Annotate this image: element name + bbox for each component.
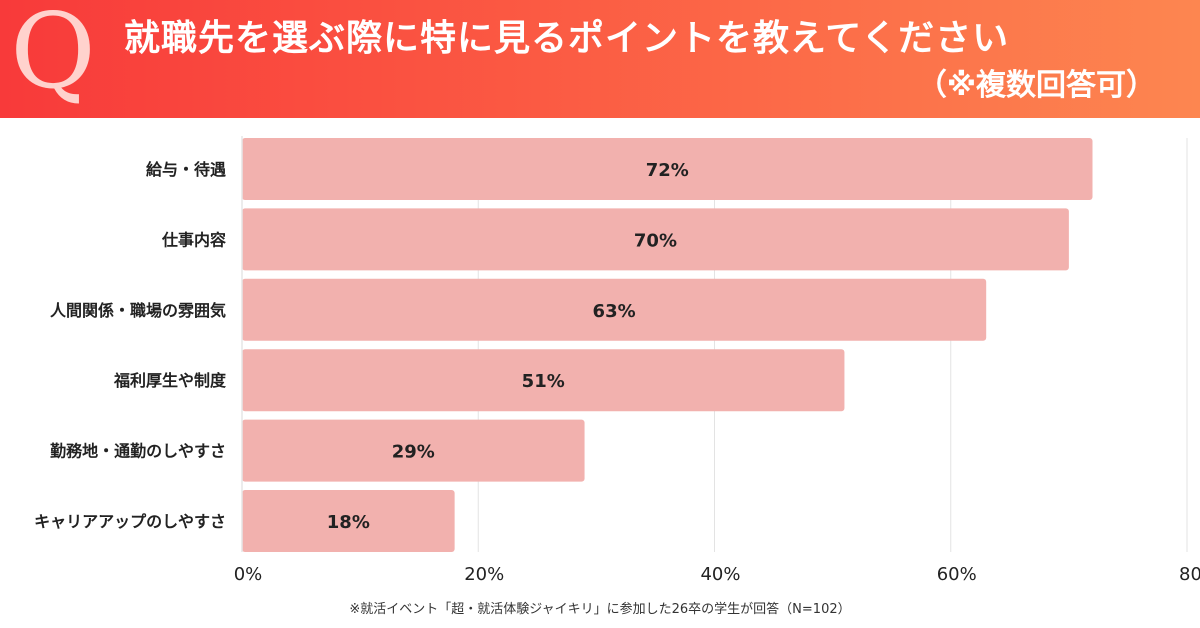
data-label: 63% bbox=[593, 301, 636, 322]
question-title: 就職先を選ぶ際に特に見るポイントを教えてください bbox=[124, 18, 1010, 59]
category-label: 給与・待遇 bbox=[146, 160, 226, 179]
data-label: 70% bbox=[634, 230, 677, 251]
bar-chart: 給与・待遇 72% 仕事内容 70% 人間関係・職場の雰囲気 63% 福利厚生や制度 51% 勤… bbox=[34, 136, 1200, 585]
data-label: 29% bbox=[392, 442, 435, 463]
bar bbox=[242, 208, 1069, 271]
bar bbox=[242, 278, 987, 341]
category-label: 福利厚生や制度 bbox=[113, 371, 227, 390]
header-banner: Q 就職先を選ぶ際に特に見るポイントを教えてください （※複数回答可） bbox=[0, 0, 1200, 118]
x-tick-label: 80 bbox=[1179, 564, 1200, 585]
data-label: 72% bbox=[646, 160, 689, 181]
category-label: キャリアアップのしやすさ bbox=[34, 512, 226, 531]
bar bbox=[242, 138, 1093, 200]
x-tick-label: 20% bbox=[464, 564, 504, 585]
bar bbox=[242, 490, 455, 552]
category-label: 仕事内容 bbox=[161, 230, 226, 249]
x-tick-label: 0% bbox=[234, 564, 263, 585]
data-label: 51% bbox=[522, 371, 565, 392]
data-label: 18% bbox=[327, 512, 370, 533]
footnote: ※就活イベント「超・就活体験ジャイキリ」に参加した26卒の学生が回答（N=102… bbox=[349, 602, 851, 617]
x-tick-label: 40% bbox=[700, 564, 740, 585]
bar bbox=[242, 419, 585, 482]
bar bbox=[242, 349, 845, 412]
x-tick-label: 60% bbox=[937, 564, 977, 585]
category-label: 勤務地・通勤のしやすさ bbox=[50, 442, 226, 461]
q-mark: Q bbox=[10, 0, 96, 112]
question-subtitle: （※複数回答可） bbox=[916, 68, 1156, 103]
category-label: 人間関係・職場の雰囲気 bbox=[50, 301, 226, 320]
